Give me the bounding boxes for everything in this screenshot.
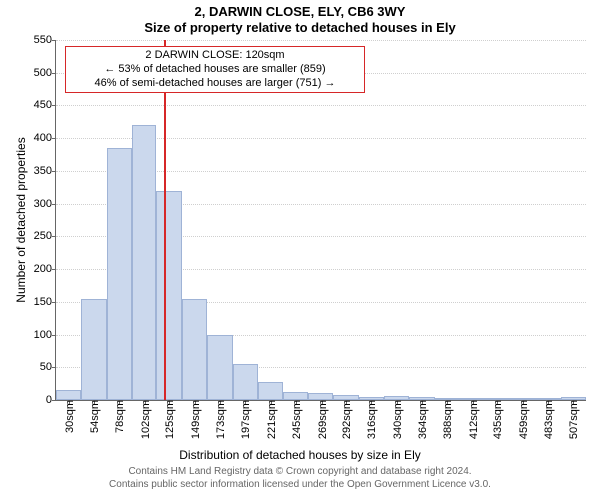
- x-tick-label: 54sqm: [87, 400, 101, 433]
- x-tick-label: 435sqm: [490, 400, 504, 439]
- histogram-bar: [156, 191, 181, 400]
- title-line-2: Size of property relative to detached ho…: [0, 20, 600, 35]
- x-tick-label: 483sqm: [541, 400, 555, 439]
- x-tick-label: 340sqm: [390, 400, 404, 439]
- x-tick-label: 412sqm: [466, 400, 480, 439]
- histogram-bar: [182, 299, 207, 400]
- x-tick-label: 30sqm: [62, 400, 76, 433]
- histogram-bar: [132, 125, 156, 400]
- x-tick-label: 78sqm: [112, 400, 126, 433]
- histogram-bar: [81, 299, 106, 400]
- x-tick-label: 507sqm: [566, 400, 580, 439]
- annotation-line-1: 2 DARWIN CLOSE: 120sqm: [70, 49, 360, 63]
- x-tick-label: 245sqm: [289, 400, 303, 439]
- histogram-bar: [258, 382, 283, 400]
- histogram-bar: [107, 148, 132, 400]
- x-tick-label: 364sqm: [415, 400, 429, 439]
- chart-container: 2, DARWIN CLOSE, ELY, CB6 3WY Size of pr…: [0, 0, 600, 500]
- histogram-bar: [207, 335, 232, 400]
- y-tick-label: 100: [34, 329, 56, 341]
- histogram-bar: [56, 390, 81, 400]
- x-tick-label: 459sqm: [516, 400, 530, 439]
- y-tick-label: 350: [34, 165, 56, 177]
- histogram-bar: [283, 392, 307, 400]
- x-tick-label: 102sqm: [138, 400, 152, 439]
- attribution-text: Contains HM Land Registry data © Crown c…: [0, 466, 600, 491]
- x-tick-label: 125sqm: [162, 400, 176, 439]
- annotation-line-2: ← 53% of detached houses are smaller (85…: [70, 63, 360, 77]
- x-tick-label: 173sqm: [213, 400, 227, 439]
- y-tick-label: 250: [34, 230, 56, 242]
- gridline: [56, 105, 586, 106]
- y-tick-label: 0: [46, 394, 56, 406]
- x-tick-label: 197sqm: [238, 400, 252, 439]
- y-tick-label: 300: [34, 198, 56, 210]
- x-tick-label: 149sqm: [188, 400, 202, 439]
- x-tick-label: 292sqm: [339, 400, 353, 439]
- histogram-bar: [233, 364, 258, 400]
- y-tick-label: 150: [34, 296, 56, 308]
- plot-area: 05010015020025030035040045050055030sqm54…: [55, 40, 586, 401]
- attribution-line-1: Contains HM Land Registry data © Crown c…: [128, 466, 471, 477]
- y-axis-label: Number of detached properties: [14, 137, 28, 302]
- marker-line: [164, 40, 166, 400]
- x-axis-label: Distribution of detached houses by size …: [0, 448, 600, 462]
- y-tick-label: 450: [34, 99, 56, 111]
- y-tick-label: 500: [34, 67, 56, 79]
- gridline: [56, 40, 586, 41]
- title-line-1: 2, DARWIN CLOSE, ELY, CB6 3WY: [0, 4, 600, 19]
- annotation-line-3: 46% of semi-detached houses are larger (…: [70, 77, 360, 91]
- x-tick-label: 221sqm: [264, 400, 278, 439]
- x-tick-label: 388sqm: [440, 400, 454, 439]
- x-tick-label: 316sqm: [364, 400, 378, 439]
- y-tick-label: 50: [40, 361, 56, 373]
- y-tick-label: 200: [34, 263, 56, 275]
- x-tick-label: 269sqm: [315, 400, 329, 439]
- y-tick-label: 400: [34, 132, 56, 144]
- annotation-box: 2 DARWIN CLOSE: 120sqm ← 53% of detached…: [65, 46, 365, 93]
- y-tick-label: 550: [34, 34, 56, 46]
- attribution-line-2: Contains public sector information licen…: [109, 479, 491, 490]
